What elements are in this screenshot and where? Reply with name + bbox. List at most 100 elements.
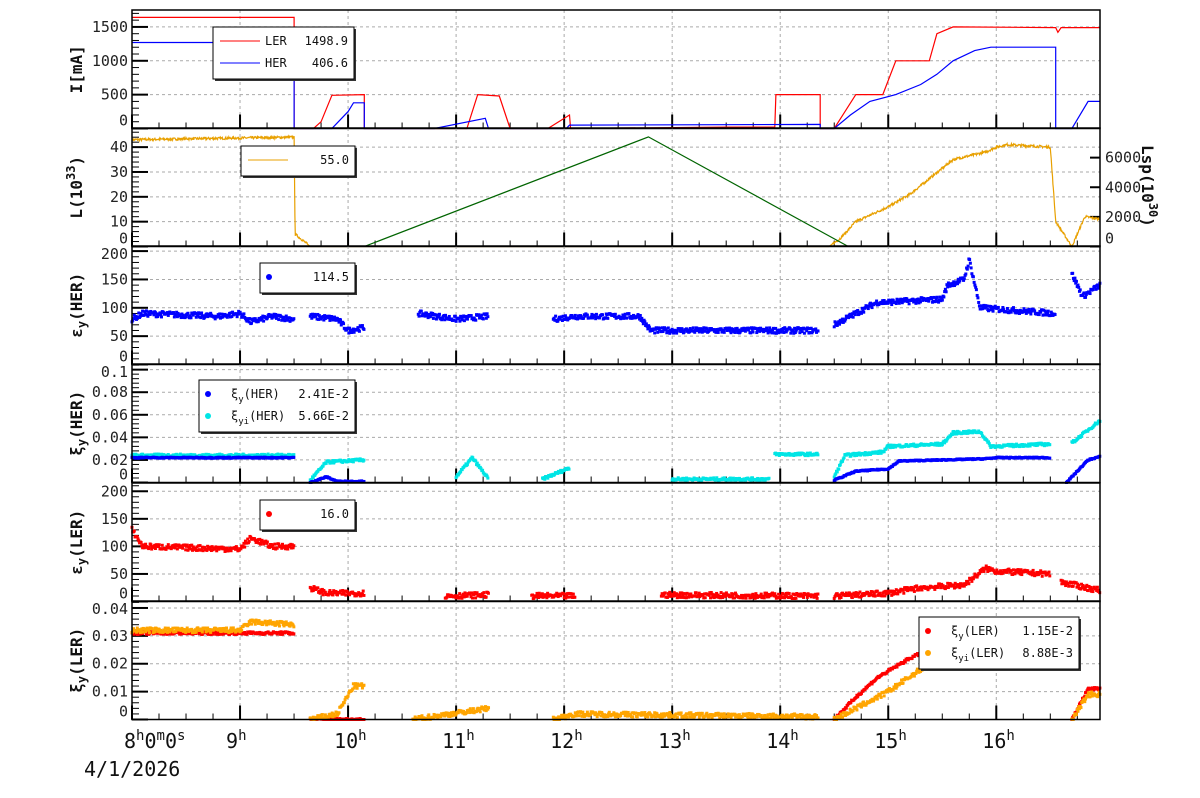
data-point-εy(HER) bbox=[312, 315, 316, 319]
data-point-ξyi(HER) bbox=[912, 442, 916, 446]
data-point-εy(LER) bbox=[667, 594, 671, 598]
y2-tick-label: 6000 bbox=[1105, 149, 1141, 167]
data-point-ξyi(HER) bbox=[988, 444, 992, 448]
data-point-εy(LER) bbox=[284, 544, 288, 548]
data-point-εy(LER) bbox=[543, 593, 547, 597]
data-point-εy(HER) bbox=[176, 311, 180, 315]
data-point-εy(LER) bbox=[687, 592, 691, 596]
data-point-εy(HER) bbox=[194, 315, 198, 319]
y2-axis-label-tail: ) bbox=[1138, 217, 1157, 227]
data-point-εy(LER) bbox=[262, 542, 266, 546]
data-point-ξy(LER) bbox=[910, 656, 914, 660]
data-point-ξyi(HER) bbox=[737, 476, 741, 480]
data-point-ξyi(LER) bbox=[147, 631, 151, 635]
data-point-εy(HER) bbox=[712, 329, 716, 333]
data-point-εy(HER) bbox=[1049, 313, 1053, 317]
data-point-εy(HER) bbox=[564, 316, 568, 320]
data-point-εy(HER) bbox=[553, 318, 557, 322]
data-point-εy(HER) bbox=[976, 296, 980, 300]
data-point-εy(LER) bbox=[749, 595, 753, 599]
data-point-εy(HER) bbox=[606, 316, 610, 320]
data-point-εy(HER) bbox=[841, 320, 845, 324]
data-point-ξyi(HER) bbox=[857, 451, 861, 455]
data-point-εy(LER) bbox=[988, 566, 992, 570]
data-point-ξyi(LER) bbox=[181, 627, 185, 631]
data-point-εy(HER) bbox=[889, 300, 893, 304]
y-axis-label-main: I[mA] bbox=[67, 45, 86, 93]
data-point-εy(HER) bbox=[310, 316, 314, 320]
data-point-εy(LER) bbox=[316, 586, 320, 590]
data-point-εy(HER) bbox=[869, 303, 873, 307]
data-point-εy(LER) bbox=[245, 541, 249, 545]
data-point-εy(LER) bbox=[1039, 569, 1043, 573]
data-point-ξy(LER) bbox=[902, 661, 906, 665]
data-point-ξy(LER) bbox=[279, 630, 283, 634]
data-point-εy(HER) bbox=[184, 315, 188, 319]
data-point-εy(LER) bbox=[265, 540, 269, 544]
data-point-ξy(LER) bbox=[1092, 688, 1096, 692]
y2-axis-label-sup: 30 bbox=[1146, 203, 1160, 217]
data-point-ξyi(HER) bbox=[266, 452, 270, 456]
data-point-ξyi(LER) bbox=[141, 630, 145, 634]
data-point-εy(LER) bbox=[872, 594, 876, 598]
data-point-εy(HER) bbox=[640, 316, 644, 320]
data-point-ξyi(HER) bbox=[808, 451, 812, 455]
data-point-εy(LER) bbox=[1070, 581, 1074, 585]
data-point-ξyi(LER) bbox=[277, 621, 281, 625]
data-point-εy(LER) bbox=[764, 591, 768, 595]
data-point-εy(HER) bbox=[605, 313, 609, 317]
data-point-ξy(LER) bbox=[260, 631, 264, 635]
data-point-εy(LER) bbox=[790, 596, 794, 600]
data-point-εy(LER) bbox=[933, 587, 937, 591]
data-point-εy(LER) bbox=[740, 593, 744, 597]
data-point-εy(LER) bbox=[675, 596, 679, 600]
data-point-ξyi(HER) bbox=[837, 467, 841, 471]
data-point-ξyi(HER) bbox=[159, 452, 163, 456]
data-point-εy(HER) bbox=[271, 315, 275, 319]
legend-value: 2.41E-2 bbox=[298, 387, 349, 401]
data-point-εy(HER) bbox=[330, 315, 334, 319]
data-point-εy(HER) bbox=[694, 328, 698, 332]
data-point-εy(LER) bbox=[200, 545, 204, 549]
data-point-εy(HER) bbox=[457, 316, 461, 320]
data-point-εy(LER) bbox=[861, 594, 865, 598]
data-point-εy(HER) bbox=[918, 300, 922, 304]
data-point-εy(LER) bbox=[137, 539, 141, 543]
data-point-ξyi(LER) bbox=[200, 628, 204, 632]
data-point-εy(HER) bbox=[560, 315, 564, 319]
data-point-ξy(LER) bbox=[231, 630, 235, 634]
data-point-εy(HER) bbox=[809, 326, 813, 330]
data-point-εy(HER) bbox=[132, 317, 136, 321]
data-point-εy(HER) bbox=[964, 272, 968, 276]
data-point-ξyi(LER) bbox=[335, 711, 339, 715]
data-point-εy(HER) bbox=[1039, 310, 1043, 314]
data-point-εy(LER) bbox=[766, 592, 770, 596]
data-point-εy(LER) bbox=[906, 589, 910, 593]
data-point-εy(LER) bbox=[925, 586, 929, 590]
data-point-εy(HER) bbox=[754, 327, 758, 331]
data-point-εy(LER) bbox=[179, 544, 183, 548]
data-point-ξy(LER) bbox=[169, 630, 173, 634]
data-point-εy(LER) bbox=[1014, 570, 1018, 574]
data-point-εy(HER) bbox=[311, 312, 315, 316]
data-point-ξy(LER) bbox=[215, 630, 219, 634]
data-point-εy(HER) bbox=[961, 276, 965, 280]
data-point-εy(HER) bbox=[597, 316, 601, 320]
data-point-εy(HER) bbox=[208, 314, 212, 318]
data-point-εy(LER) bbox=[786, 591, 790, 595]
data-point-ξyi(LER) bbox=[342, 701, 346, 705]
data-point-εy(LER) bbox=[838, 596, 842, 600]
data-point-εy(LER) bbox=[966, 579, 970, 583]
data-point-εy(LER) bbox=[228, 546, 232, 550]
data-point-ξyi(HER) bbox=[1042, 444, 1046, 448]
data-point-εy(LER) bbox=[909, 585, 913, 589]
data-point-εy(HER) bbox=[644, 322, 648, 326]
data-point-εy(LER) bbox=[970, 579, 974, 583]
data-point-εy(HER) bbox=[670, 327, 674, 331]
data-point-εy(HER) bbox=[1037, 313, 1041, 317]
data-point-εy(LER) bbox=[693, 594, 697, 598]
data-point-εy(LER) bbox=[977, 571, 981, 575]
data-point-ξy(LER) bbox=[214, 632, 218, 636]
data-point-εy(LER) bbox=[205, 548, 209, 552]
